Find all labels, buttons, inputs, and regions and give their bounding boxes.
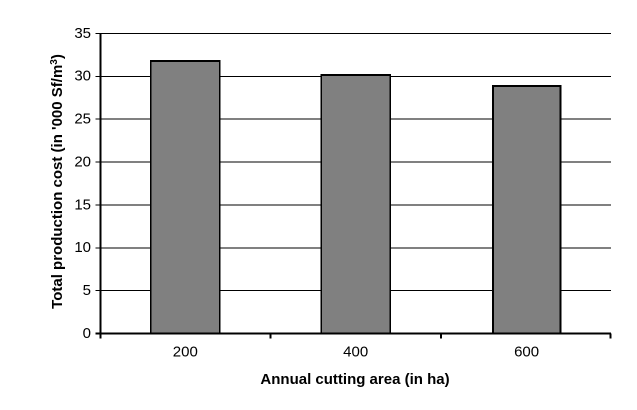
svg-text:5: 5 — [83, 282, 91, 299]
svg-text:15: 15 — [74, 196, 91, 213]
svg-text:0: 0 — [83, 325, 91, 342]
svg-text:10: 10 — [74, 239, 91, 256]
svg-text:25: 25 — [74, 111, 91, 128]
svg-text:35: 35 — [74, 25, 91, 42]
svg-text:400: 400 — [343, 344, 368, 361]
svg-text:30: 30 — [74, 68, 91, 85]
svg-text:20: 20 — [74, 154, 91, 171]
svg-text:200: 200 — [173, 344, 198, 361]
svg-text:Total production cost (in '000: Total production cost (in '000 Sf/m3) — [49, 54, 66, 309]
svg-text:Annual cutting area (in ha): Annual cutting area (in ha) — [260, 371, 449, 388]
svg-text:600: 600 — [514, 344, 539, 361]
